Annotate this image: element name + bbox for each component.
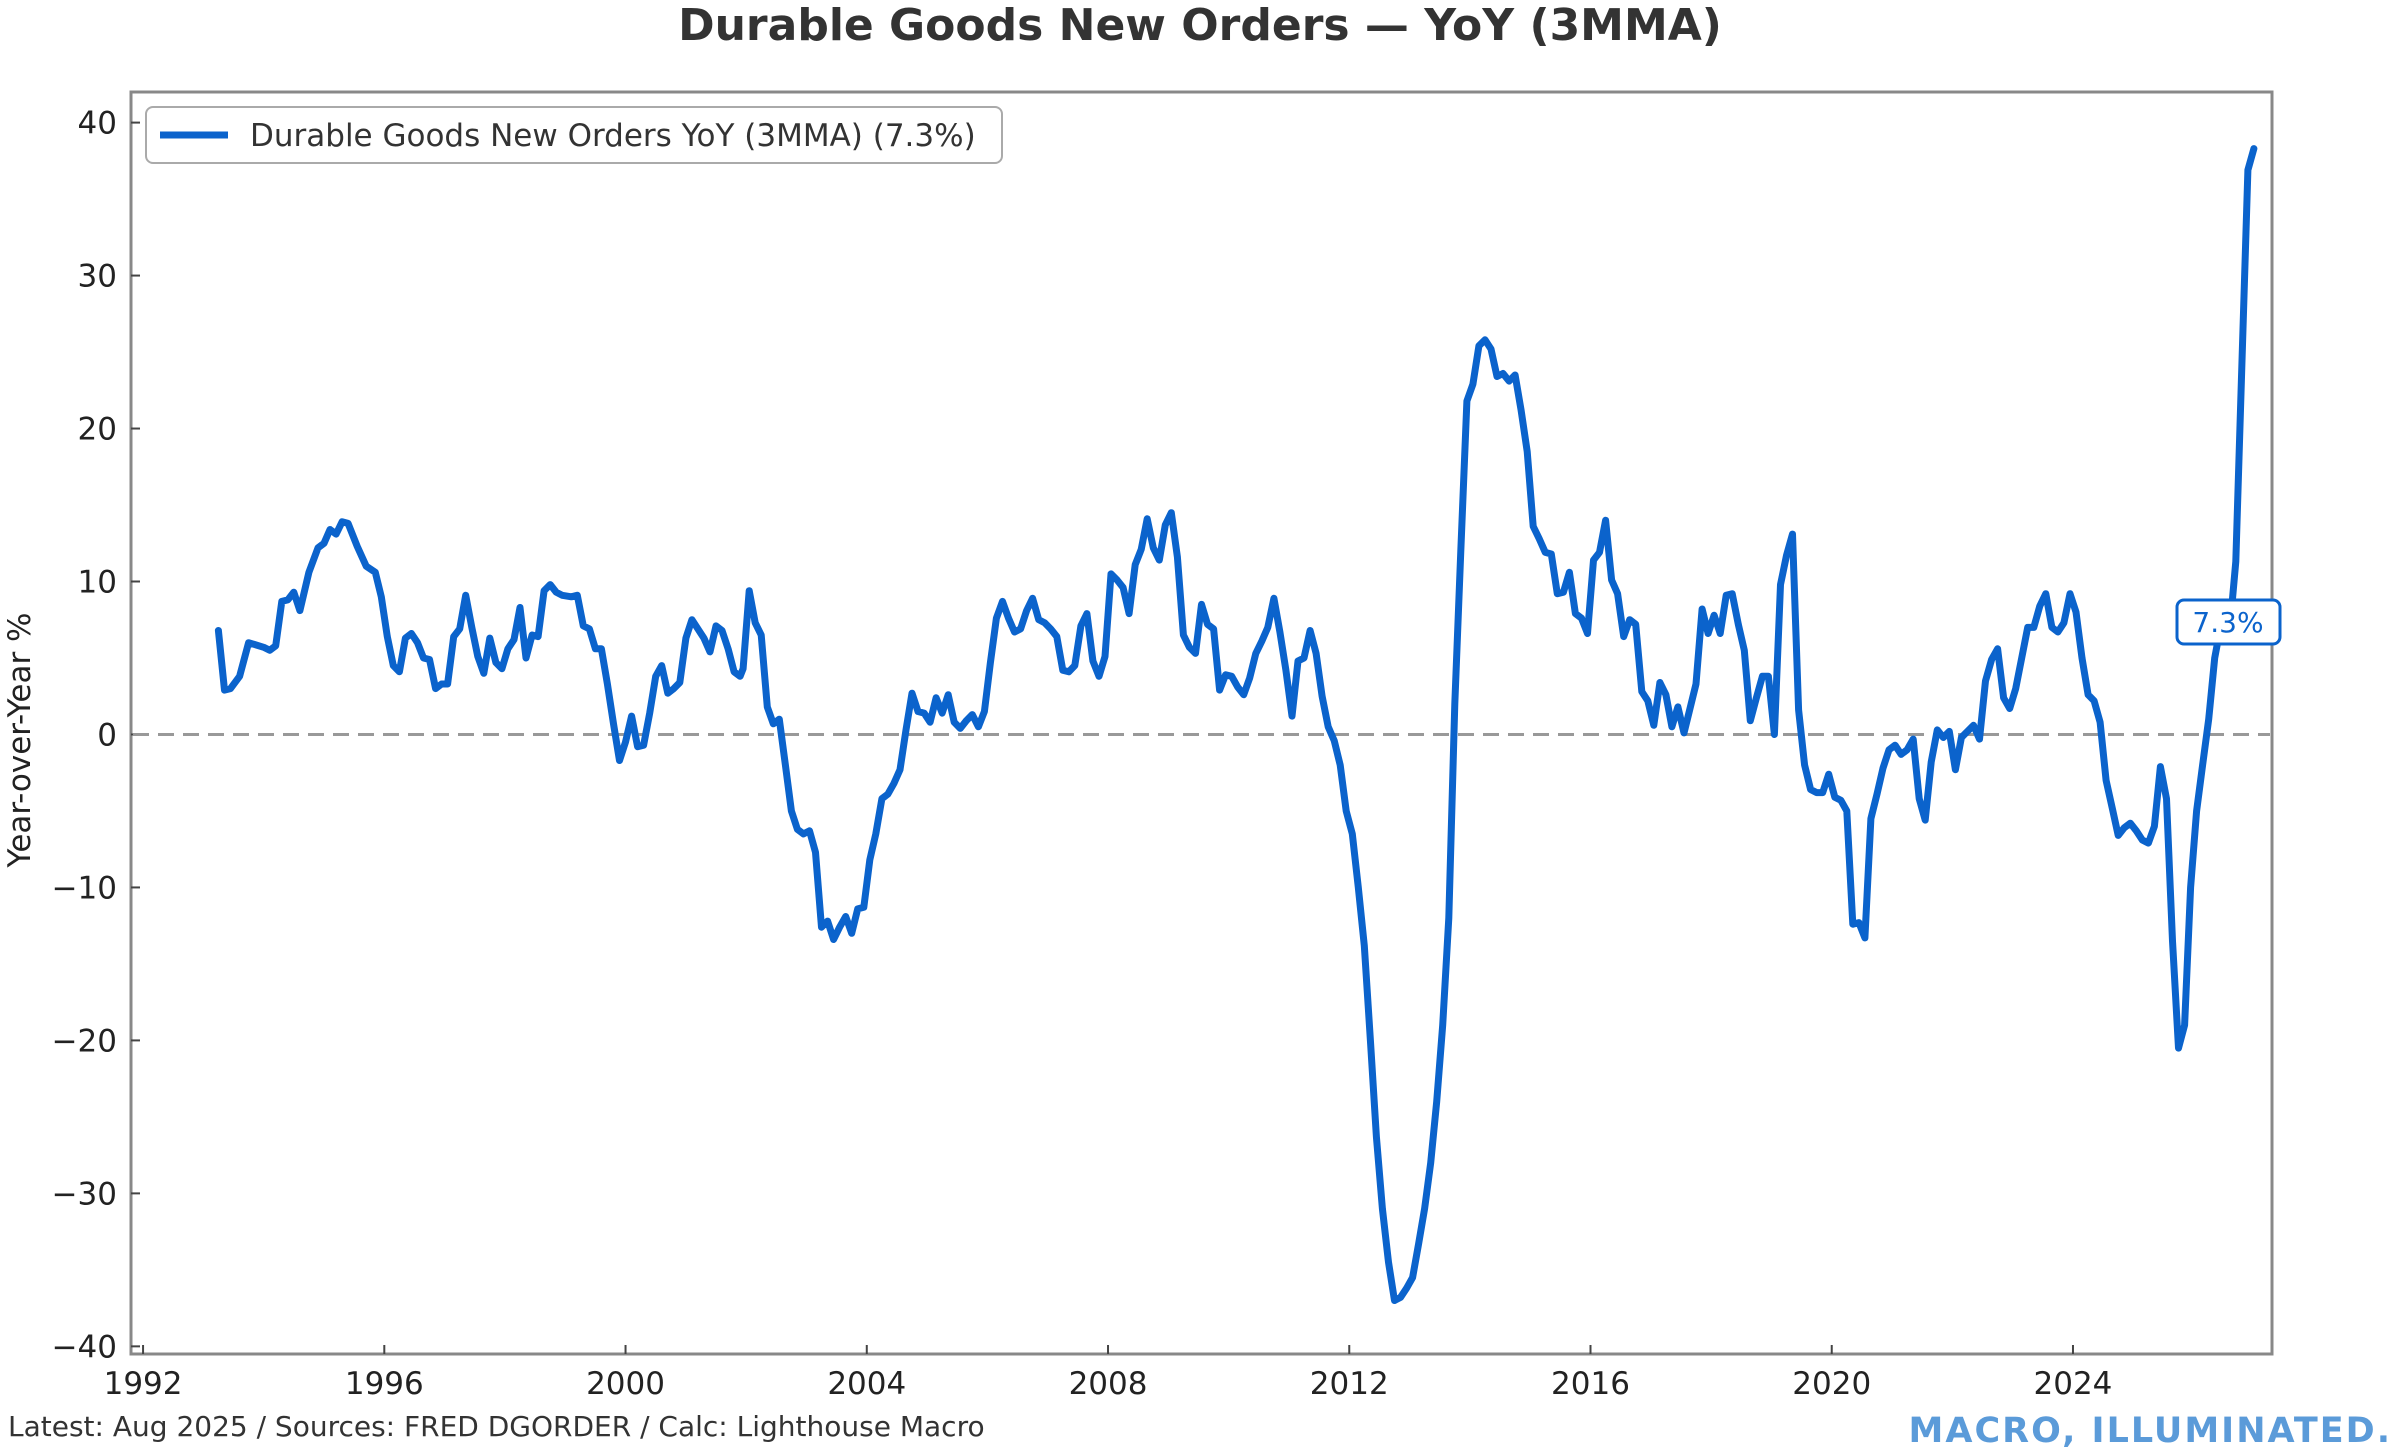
y-tick-label: −10: [52, 870, 117, 906]
y-axis-label: Year-over-Year %: [2, 612, 38, 868]
x-tick-label: 2020: [1792, 1366, 1871, 1402]
y-tick-label: −40: [52, 1329, 117, 1365]
x-tick-label: 2008: [1069, 1366, 1148, 1402]
x-tick-label: 2024: [2034, 1366, 2113, 1402]
y-tick-label: 10: [78, 565, 117, 601]
y-axis: −40 −30 −20 −10 0 10 20 30 40: [52, 106, 140, 1365]
x-tick-label: 2000: [586, 1366, 665, 1402]
y-tick-label: 20: [78, 412, 117, 448]
x-tick-label: 1992: [104, 1366, 183, 1402]
plot-frame: [129, 90, 2274, 1356]
x-tick-label: 1996: [345, 1366, 424, 1402]
footer-source: Latest: Aug 2025 / Sources: FRED DGORDER…: [8, 1410, 985, 1443]
y-tick-label: 30: [78, 259, 117, 295]
y-tick-label: 0: [97, 717, 117, 753]
y-tick-label: −20: [52, 1023, 117, 1059]
x-tick-label: 2016: [1551, 1366, 1630, 1402]
legend: Durable Goods New Orders YoY (3MMA) (7.3…: [145, 106, 1003, 164]
last-value-label: 7.3%: [2175, 598, 2282, 646]
y-tick-label: 40: [78, 106, 117, 142]
last-value-box: [2175, 598, 2282, 646]
last-value-text: 7.3%: [2192, 606, 2263, 639]
footer-brand: MACRO, ILLUMINATED.: [1909, 1411, 2392, 1451]
y-tick-label: −30: [52, 1176, 117, 1212]
chart-title: Durable Goods New Orders — YoY (3MMA): [678, 0, 1722, 51]
legend-box: [145, 106, 1003, 164]
x-axis: 1992 1996 2000 2004 2008 2012 2016 2020 2024: [104, 1345, 2113, 1402]
x-tick-label: 2004: [827, 1366, 906, 1402]
series-line-durable-goods: [214, 145, 2258, 1304]
x-tick-label: 2012: [1310, 1366, 1389, 1402]
legend-label: Durable Goods New Orders YoY (3MMA) (7.3…: [250, 118, 976, 154]
